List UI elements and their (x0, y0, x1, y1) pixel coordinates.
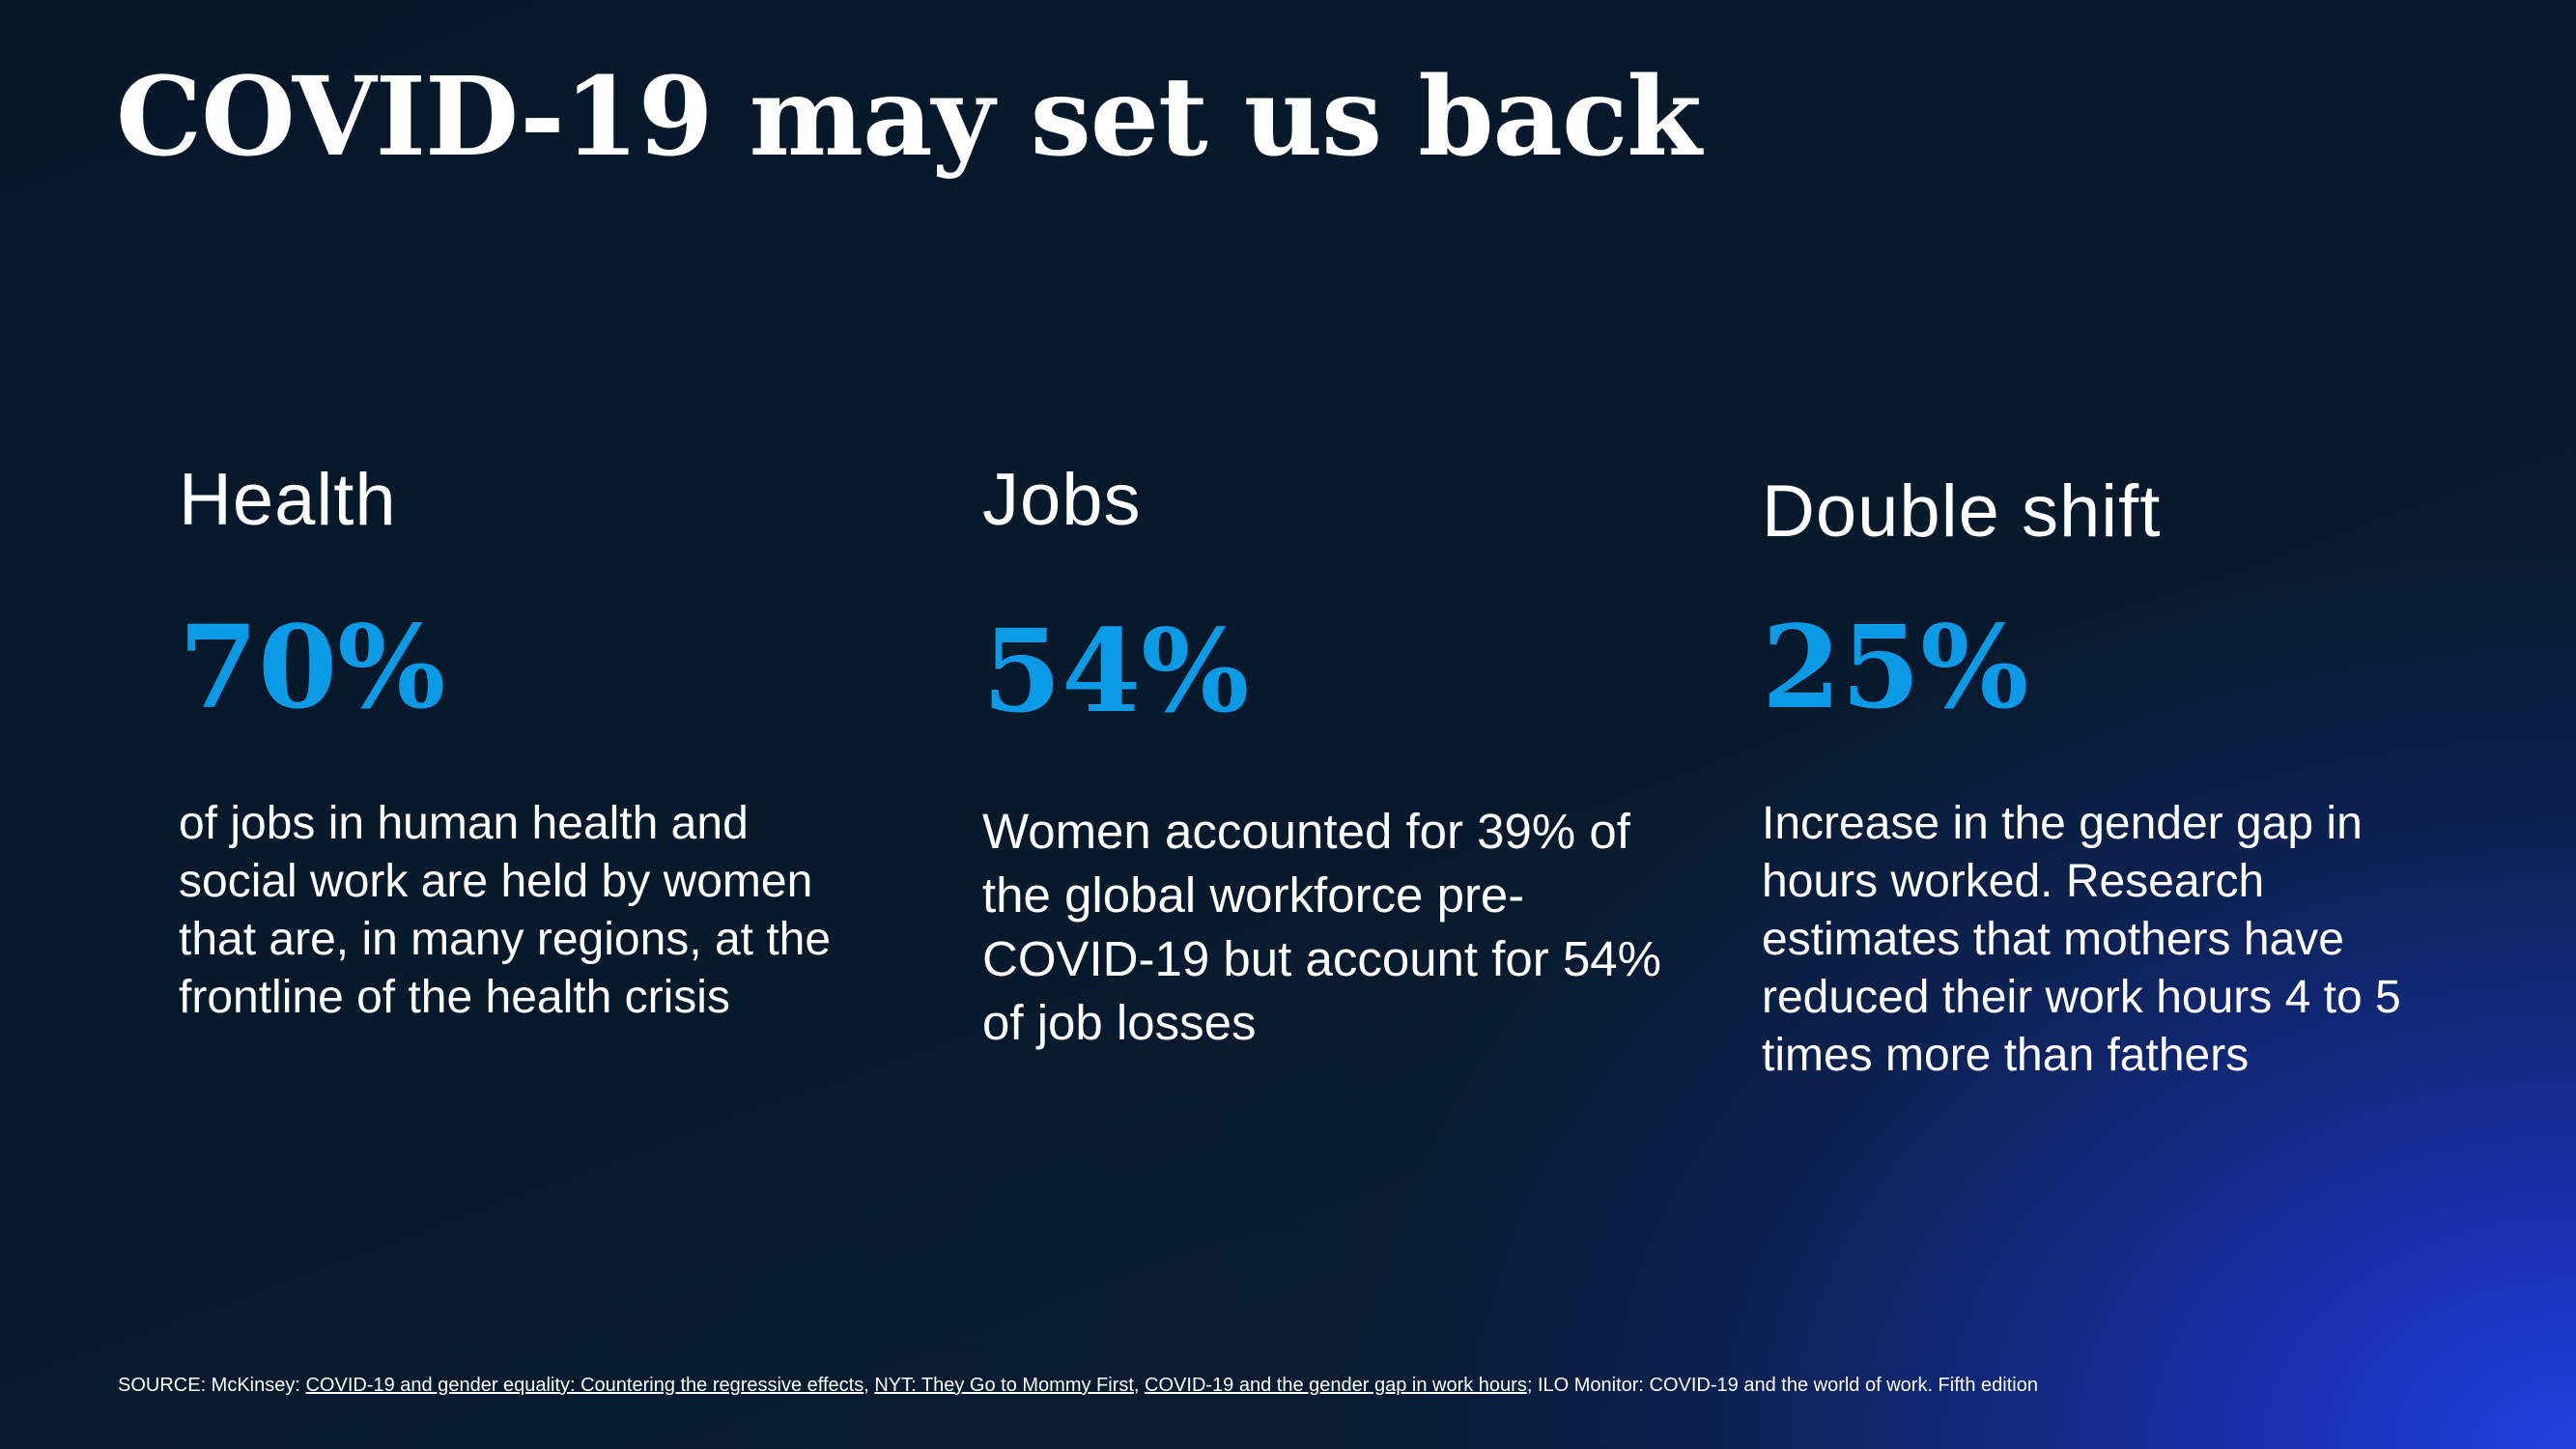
source-suffix: ; ILO Monitor: COVID-19 and the world of… (1526, 1375, 2038, 1396)
source-separator: , (1133, 1375, 1146, 1396)
double-shift-stat: 25% (1762, 600, 2029, 734)
source-prefix: SOURCE: McKinsey: (118, 1375, 306, 1396)
health-stat: 70% (179, 600, 446, 734)
health-heading: Health (179, 459, 397, 541)
source-link-nyt[interactable]: NYT: They Go to Mommy First (874, 1375, 1134, 1396)
jobs-description: Women accounted for 39% of the global wo… (982, 804, 1662, 1050)
slide-title: COVID-19 may set us back (116, 54, 1702, 181)
source-separator: , (863, 1375, 875, 1396)
double-shift-heading: Double shift (1762, 470, 2162, 553)
source-link-gender-gap[interactable]: COVID-19 and the gender gap in work hour… (1145, 1375, 1527, 1396)
jobs-stat: 54% (982, 604, 1250, 738)
health-description: of jobs in human health and social work … (179, 798, 832, 1023)
double-shift-description: Increase in the gender gap in hours work… (1762, 798, 2401, 1081)
jobs-heading: Jobs (982, 459, 1142, 541)
source-link-mckinsey[interactable]: COVID-19 and gender equality: Countering… (305, 1375, 864, 1396)
source-footnote: SOURCE: McKinsey: COVID-19 and gender eq… (118, 1376, 2038, 1395)
